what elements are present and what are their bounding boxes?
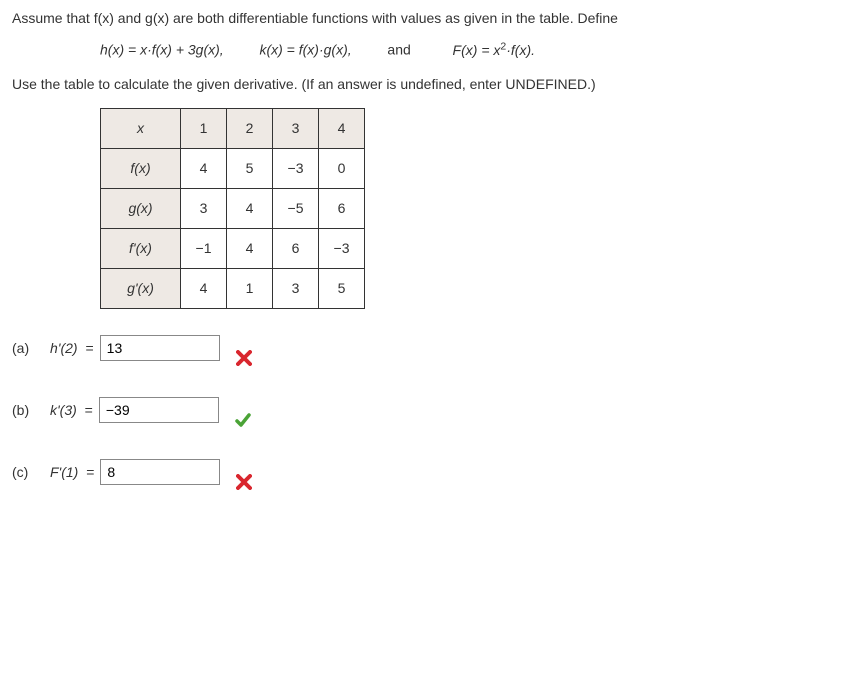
cell: −1 <box>181 228 227 268</box>
intro-text: Assume that f(x) and g(x) are both diffe… <box>12 10 836 26</box>
cell: 4 <box>227 188 273 228</box>
row-header: g(x) <box>101 188 181 228</box>
cell: −5 <box>273 188 319 228</box>
table-row: x 1 2 3 4 <box>101 108 365 148</box>
cell: 4 <box>227 228 273 268</box>
answer-input-a[interactable] <box>100 335 220 361</box>
answer-expr: h'(2) = <box>50 340 100 356</box>
part-label: (a) <box>12 340 50 356</box>
table-row: f'(x) −1 4 6 −3 <box>101 228 365 268</box>
check-icon <box>231 408 255 432</box>
col-header: 1 <box>181 108 227 148</box>
answer-expr: k'(3) = <box>50 402 99 418</box>
row-header: x <box>101 108 181 148</box>
cell: 6 <box>273 228 319 268</box>
cell: 3 <box>181 188 227 228</box>
answer-input-b[interactable] <box>99 397 219 423</box>
row-header: f'(x) <box>101 228 181 268</box>
def-k: k(x) = f(x)·g(x), <box>259 42 351 58</box>
cell: 1 <box>227 268 273 308</box>
part-label: (c) <box>12 464 50 480</box>
answer-row-b: (b) k'(3) = <box>12 397 836 423</box>
row-header: f(x) <box>101 148 181 188</box>
cell: −3 <box>273 148 319 188</box>
table-row: f(x) 4 5 −3 0 <box>101 148 365 188</box>
instruction-text: Use the table to calculate the given der… <box>12 76 836 92</box>
answer-row-a: (a) h'(2) = <box>12 335 836 361</box>
wrong-icon <box>232 470 256 494</box>
part-label: (b) <box>12 402 50 418</box>
cell: 6 <box>319 188 365 228</box>
col-header: 3 <box>273 108 319 148</box>
definitions: h(x) = x·f(x) + 3g(x), k(x) = f(x)·g(x),… <box>12 40 836 58</box>
cell: 5 <box>319 268 365 308</box>
col-header: 4 <box>319 108 365 148</box>
def-F: F(x) = x2·f(x). <box>453 42 535 58</box>
cell: 4 <box>181 268 227 308</box>
def-and: and <box>387 42 410 58</box>
cell: −3 <box>319 228 365 268</box>
cell: 5 <box>227 148 273 188</box>
table-row: g'(x) 4 1 3 5 <box>101 268 365 308</box>
cell: 0 <box>319 148 365 188</box>
col-header: 2 <box>227 108 273 148</box>
cell: 4 <box>181 148 227 188</box>
answer-row-c: (c) F'(1) = <box>12 459 836 485</box>
def-h: h(x) = x·f(x) + 3g(x), <box>100 42 224 58</box>
values-table: x 1 2 3 4 f(x) 4 5 −3 0 g(x) 3 4 −5 6 f'… <box>100 108 365 309</box>
answer-input-c[interactable] <box>100 459 220 485</box>
wrong-icon <box>232 346 256 370</box>
answer-expr: F'(1) = <box>50 464 100 480</box>
row-header: g'(x) <box>101 268 181 308</box>
table-row: g(x) 3 4 −5 6 <box>101 188 365 228</box>
cell: 3 <box>273 268 319 308</box>
